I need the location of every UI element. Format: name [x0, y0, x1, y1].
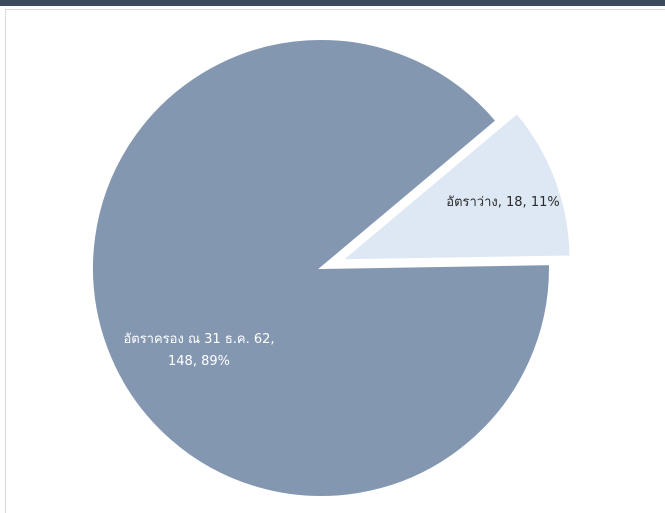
pie-slice-0	[338, 111, 572, 262]
pie-slice-1	[91, 38, 551, 498]
pie-slices	[91, 38, 572, 498]
top-bar	[0, 0, 665, 6]
slice-labels: อัตราว่าง, 18, 11% อัตราครอง ณ 31 ธ.ค. 62…	[123, 195, 559, 369]
slice-label-line: 148, 89%	[168, 354, 230, 369]
slice-label-line: อัตราครอง ณ 31 ธ.ค. 62,	[123, 332, 274, 347]
slice-label-1: อัตราครอง ณ 31 ธ.ค. 62, 148, 89%	[123, 332, 274, 369]
slice-label-line: อัตราว่าง, 18, 11%	[446, 195, 559, 210]
slice-label-0: อัตราว่าง, 18, 11%	[446, 195, 559, 210]
